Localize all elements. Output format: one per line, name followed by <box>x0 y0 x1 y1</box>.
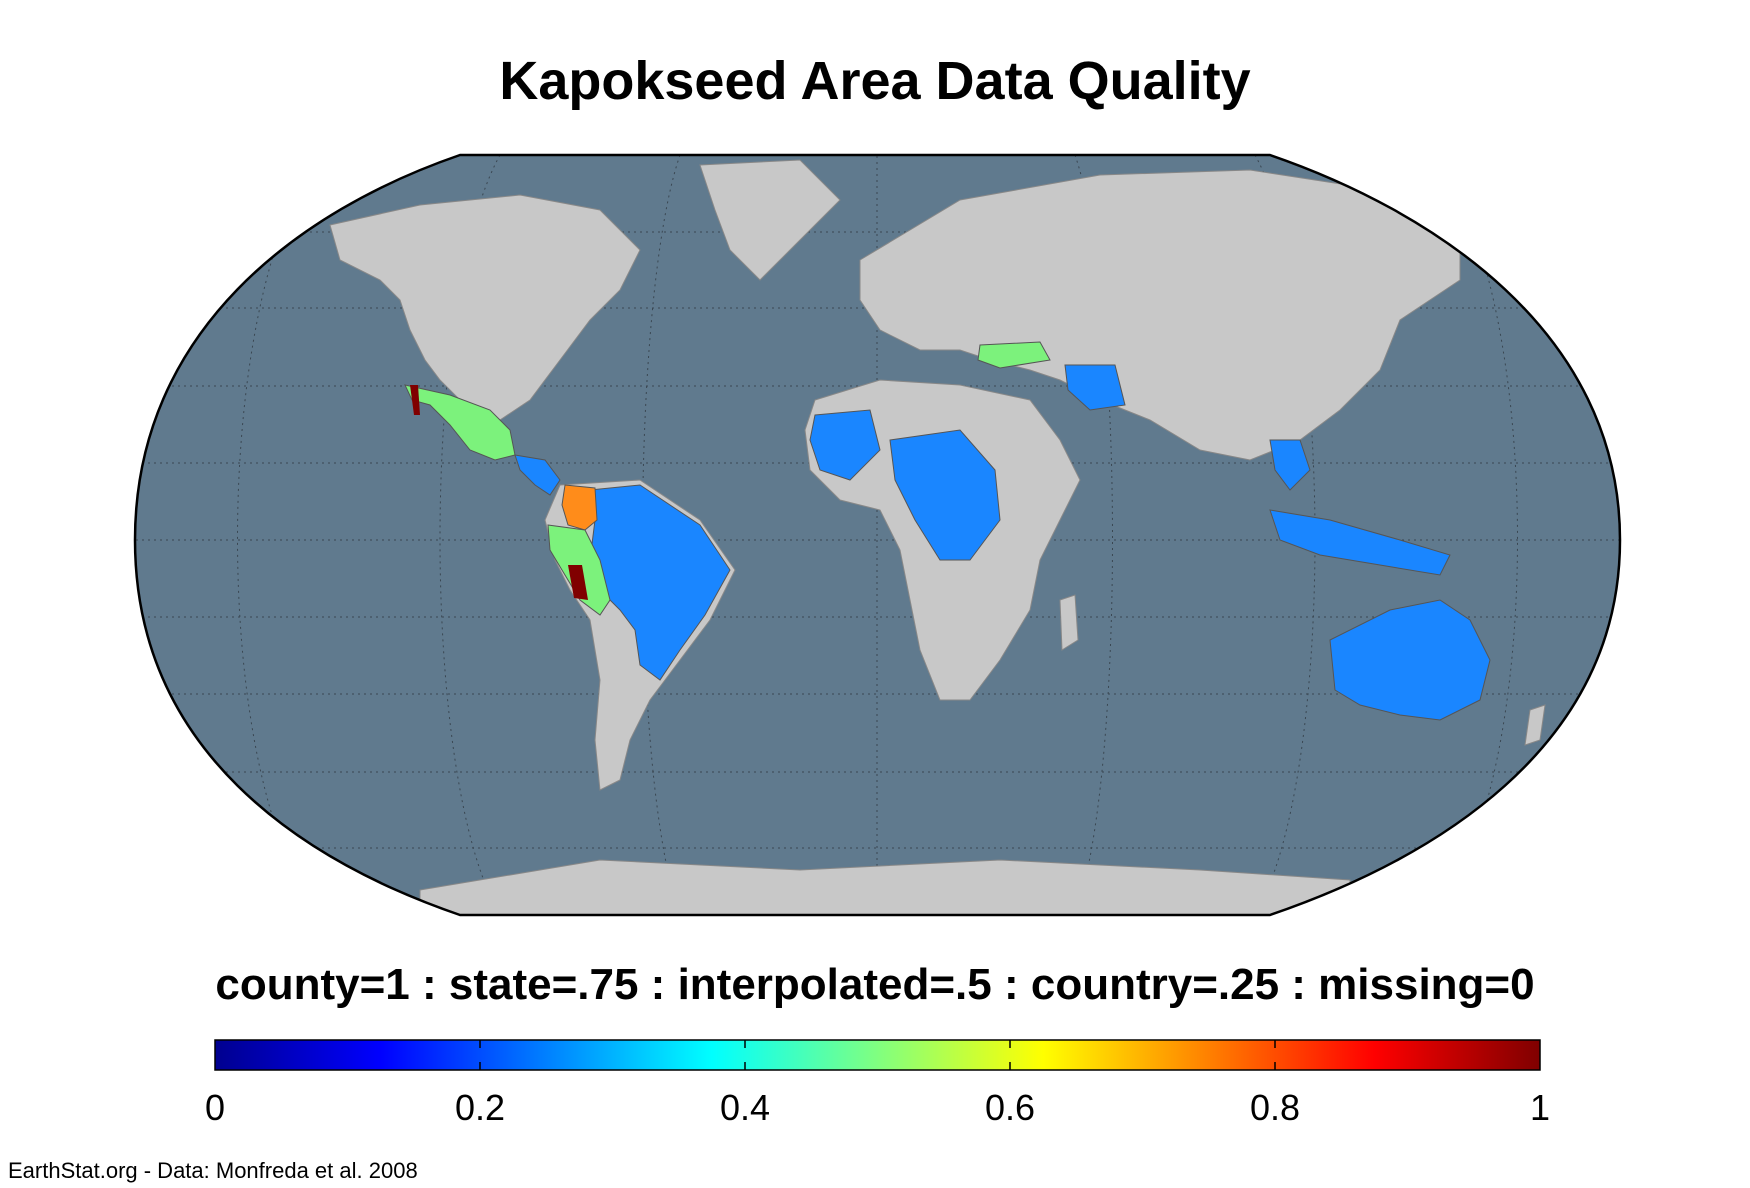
region-baja-county <box>410 385 420 415</box>
colorbar-tick-label: 0 <box>205 1087 225 1128</box>
colorbar-ramp <box>214 1039 1541 1071</box>
landmass-madagascar <box>1059 594 1079 651</box>
map-title: Kapokseed Area Data Quality <box>499 51 1251 111</box>
colorbar-tick-label: 1 <box>1530 1087 1550 1128</box>
region-west-africa <box>809 409 881 481</box>
data-source-credit: EarthStat.org - Data: Monfreda et al. 20… <box>8 1158 418 1183</box>
region-peru-county <box>568 565 588 600</box>
landmass-antarctica <box>419 859 1351 915</box>
colorbar-tick-label: 0.6 <box>985 1087 1035 1128</box>
globe-outline <box>133 153 1622 917</box>
landmass-eurasia <box>859 169 1461 461</box>
region-iran <box>1064 364 1126 411</box>
landmass-new-zealand <box>1524 704 1546 746</box>
colorbar-ticks: 0 0.2 0.4 0.6 0.8 1 <box>205 1040 1550 1128</box>
region-central-america <box>514 454 561 496</box>
legend-caption: county=1 : state=.75 : interpolated=.5 :… <box>215 960 1535 1009</box>
landmass-north-america <box>329 194 641 421</box>
region-southeast-asia <box>1269 439 1311 491</box>
world-map <box>133 153 1622 917</box>
region-australia <box>1329 599 1491 721</box>
colorbar-tick-label: 0.2 <box>455 1087 505 1128</box>
colorbar-tick-label: 0.4 <box>720 1087 770 1128</box>
landmass-greenland <box>699 159 841 281</box>
region-central-africa <box>889 429 1001 561</box>
region-indonesia <box>1269 509 1451 576</box>
region-turkey <box>977 341 1051 369</box>
region-mexico <box>404 384 516 461</box>
colorbar-tick-label: 0.8 <box>1250 1087 1300 1128</box>
